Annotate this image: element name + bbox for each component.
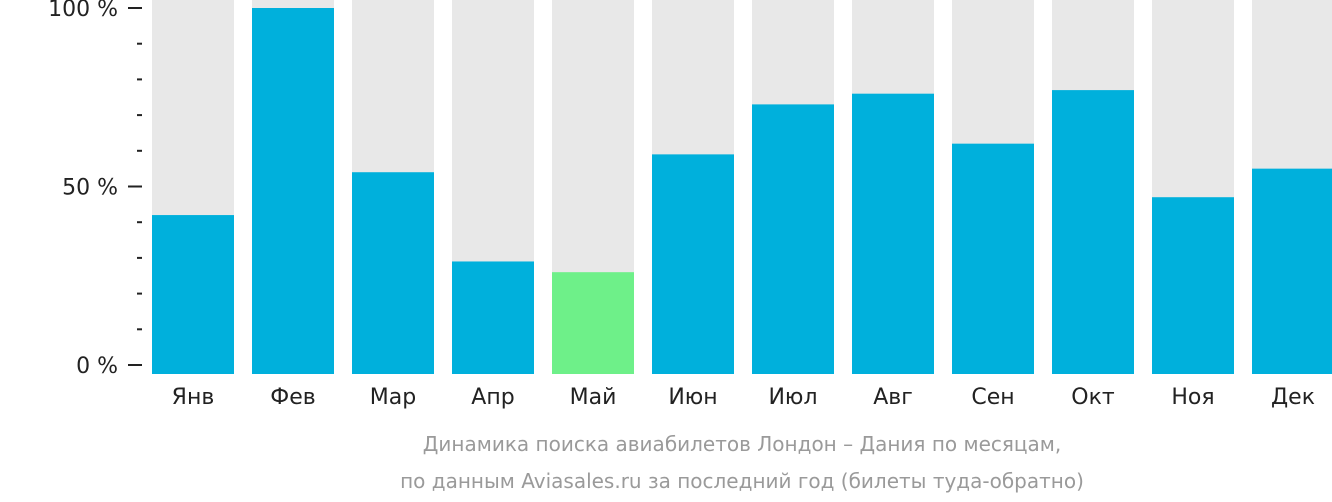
x-tick-label: Сен xyxy=(971,385,1014,410)
x-tick-label: Авг xyxy=(873,385,913,410)
x-tick-label: Июл xyxy=(768,385,817,410)
bar-12 xyxy=(1252,168,1332,374)
bar-7 xyxy=(752,104,834,374)
y-tick-label: 0 % xyxy=(76,354,118,379)
x-tick-label: Мар xyxy=(370,385,416,410)
bar-8 xyxy=(852,93,934,375)
bar-3 xyxy=(352,172,434,374)
bar-6 xyxy=(652,154,734,374)
chart-caption-line-1: Динамика поиска авиабилетов Лондон – Дан… xyxy=(423,432,1061,456)
x-tick-label: Окт xyxy=(1071,385,1115,410)
y-tick-label: 100 % xyxy=(48,0,118,22)
y-axis: 100 % 50 % 0 % xyxy=(48,0,142,379)
bar-5 xyxy=(552,272,634,374)
y-tick-label: 50 % xyxy=(62,176,118,201)
bar-4 xyxy=(452,261,534,374)
x-tick-label: Май xyxy=(570,385,617,410)
x-tick-label: Фев xyxy=(270,385,315,410)
x-tick-label: Июн xyxy=(668,385,717,410)
x-tick-label: Ноя xyxy=(1171,385,1214,410)
x-tick-label: Дек xyxy=(1271,385,1315,410)
x-axis-labels: Янв Фев Мар Апр Май Июн Июл Авг Сен Окт Ноя Дек xyxy=(172,385,1315,410)
bar-2 xyxy=(252,8,334,374)
x-tick-label: Янв xyxy=(172,385,215,410)
chart-caption-line-2: по данным Aviasales.ru за последний год … xyxy=(400,469,1084,493)
bar-10 xyxy=(1052,90,1134,375)
bar-9 xyxy=(952,143,1034,374)
x-tick-label: Апр xyxy=(471,385,514,410)
bar-11 xyxy=(1152,197,1234,374)
bar-1 xyxy=(152,215,234,374)
bars xyxy=(152,0,1332,375)
